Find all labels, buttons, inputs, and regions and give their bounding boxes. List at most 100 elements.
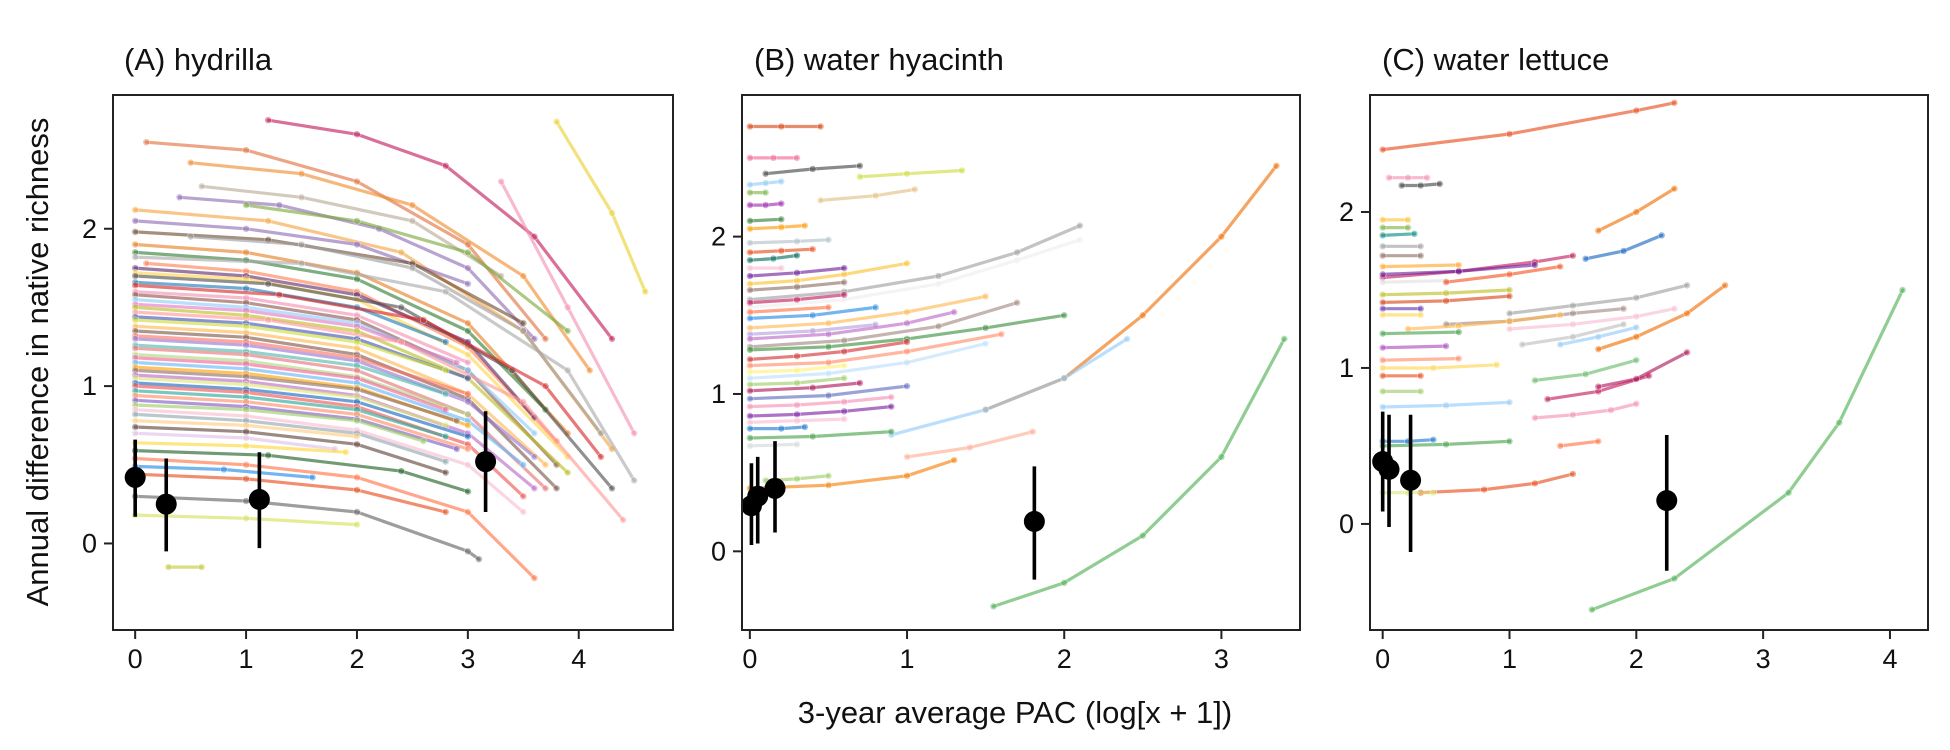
series-point — [242, 406, 250, 414]
panel-b-series-3 — [856, 166, 966, 181]
series-point — [1385, 174, 1393, 182]
panel-b-x-ticks: 0 1 2 3 — [742, 630, 1229, 674]
series-line — [1558, 325, 1638, 347]
series-point — [793, 251, 801, 260]
series-point — [297, 240, 306, 249]
series-point — [442, 508, 450, 516]
series-point — [353, 338, 361, 346]
series-point — [1619, 320, 1628, 328]
panel-c-mean-point-2 — [1400, 414, 1422, 553]
panel-b-mean-point-3 — [1023, 466, 1045, 580]
panel-c-series-38 — [1556, 437, 1603, 450]
series-point — [408, 201, 417, 209]
series-point — [903, 338, 911, 346]
series-line — [1507, 307, 1677, 331]
panel-a-series-23 — [131, 303, 572, 477]
series-point — [131, 240, 139, 249]
x-tick-label: 0 — [1375, 644, 1390, 674]
series-point — [308, 473, 317, 482]
series-point — [442, 366, 450, 375]
series-point — [1455, 354, 1463, 363]
series-point — [264, 316, 272, 324]
panel-a-series-45 — [131, 401, 428, 445]
series-point — [1378, 403, 1387, 411]
series-point — [619, 516, 627, 524]
series-line — [133, 513, 359, 527]
series-point — [353, 217, 361, 225]
panel-a-series-49 — [131, 423, 450, 477]
series-line — [133, 368, 459, 423]
series-point — [1721, 281, 1729, 289]
series-point — [530, 574, 539, 582]
series-point — [464, 421, 472, 430]
series-point — [761, 179, 770, 187]
series-point — [464, 390, 472, 398]
series-point — [746, 387, 754, 395]
series-line — [133, 403, 426, 443]
series-line — [133, 337, 537, 459]
panel-c-series-42 — [1588, 286, 1907, 614]
series-line — [133, 266, 537, 420]
series-line — [133, 425, 448, 475]
series-line — [748, 340, 909, 361]
panel-b-series-13 — [746, 264, 785, 272]
series-point — [464, 461, 472, 469]
series-point — [1594, 333, 1603, 341]
panel-c-series-28 — [1378, 354, 1463, 364]
series-point — [1378, 278, 1387, 286]
panel-b-series-7 — [746, 199, 785, 209]
series-point — [1683, 309, 1691, 318]
mean-marker — [747, 485, 769, 507]
panel-a-series-5 — [242, 201, 572, 335]
panel-a-series-12 — [131, 253, 638, 485]
series-point — [131, 253, 139, 261]
x-tick-label: 2 — [349, 644, 364, 674]
series-point — [1416, 242, 1425, 251]
series-point — [464, 487, 472, 496]
series-line — [748, 294, 988, 330]
series-line — [244, 203, 570, 333]
mean-marker — [248, 488, 270, 510]
series-point — [442, 432, 450, 441]
series-line — [133, 472, 448, 514]
series-point — [353, 508, 361, 516]
y-tick-label: 1 — [82, 371, 97, 401]
series-point — [475, 555, 483, 563]
series-point — [793, 475, 801, 483]
series-point — [801, 423, 809, 431]
panel-b-series-31 — [746, 339, 990, 382]
series-line — [133, 431, 337, 451]
series-line — [133, 283, 603, 459]
series-line — [748, 381, 862, 393]
panel-c-series-8 — [1378, 242, 1425, 251]
series-point — [397, 248, 405, 257]
series-point — [1378, 242, 1387, 251]
x-tick-label: 0 — [128, 644, 143, 674]
series-point — [1416, 305, 1425, 313]
series-point — [816, 122, 825, 131]
series-point — [871, 192, 880, 200]
series-point — [353, 486, 361, 494]
series-point — [264, 451, 272, 459]
panel-a-mean-point-2 — [248, 452, 270, 549]
series-point — [934, 272, 943, 280]
series-point — [1569, 470, 1577, 478]
series-point — [453, 417, 461, 425]
series-point — [242, 146, 250, 154]
panel-b-series-21 — [746, 303, 880, 323]
series-point — [1378, 372, 1387, 380]
series-point — [1670, 184, 1679, 193]
panel-a-series-32 — [131, 344, 550, 493]
mean-marker — [764, 477, 786, 499]
series-point — [840, 336, 848, 345]
series-point — [519, 492, 527, 500]
series-line — [1520, 322, 1626, 347]
series-point — [746, 181, 754, 189]
panel-a-series-layer — [131, 116, 649, 582]
series-point — [746, 286, 754, 294]
series-line — [1533, 358, 1638, 382]
series-point — [530, 453, 539, 461]
panel-c-series-12 — [1378, 252, 1425, 260]
series-point — [1632, 323, 1641, 332]
series-line — [748, 323, 878, 336]
